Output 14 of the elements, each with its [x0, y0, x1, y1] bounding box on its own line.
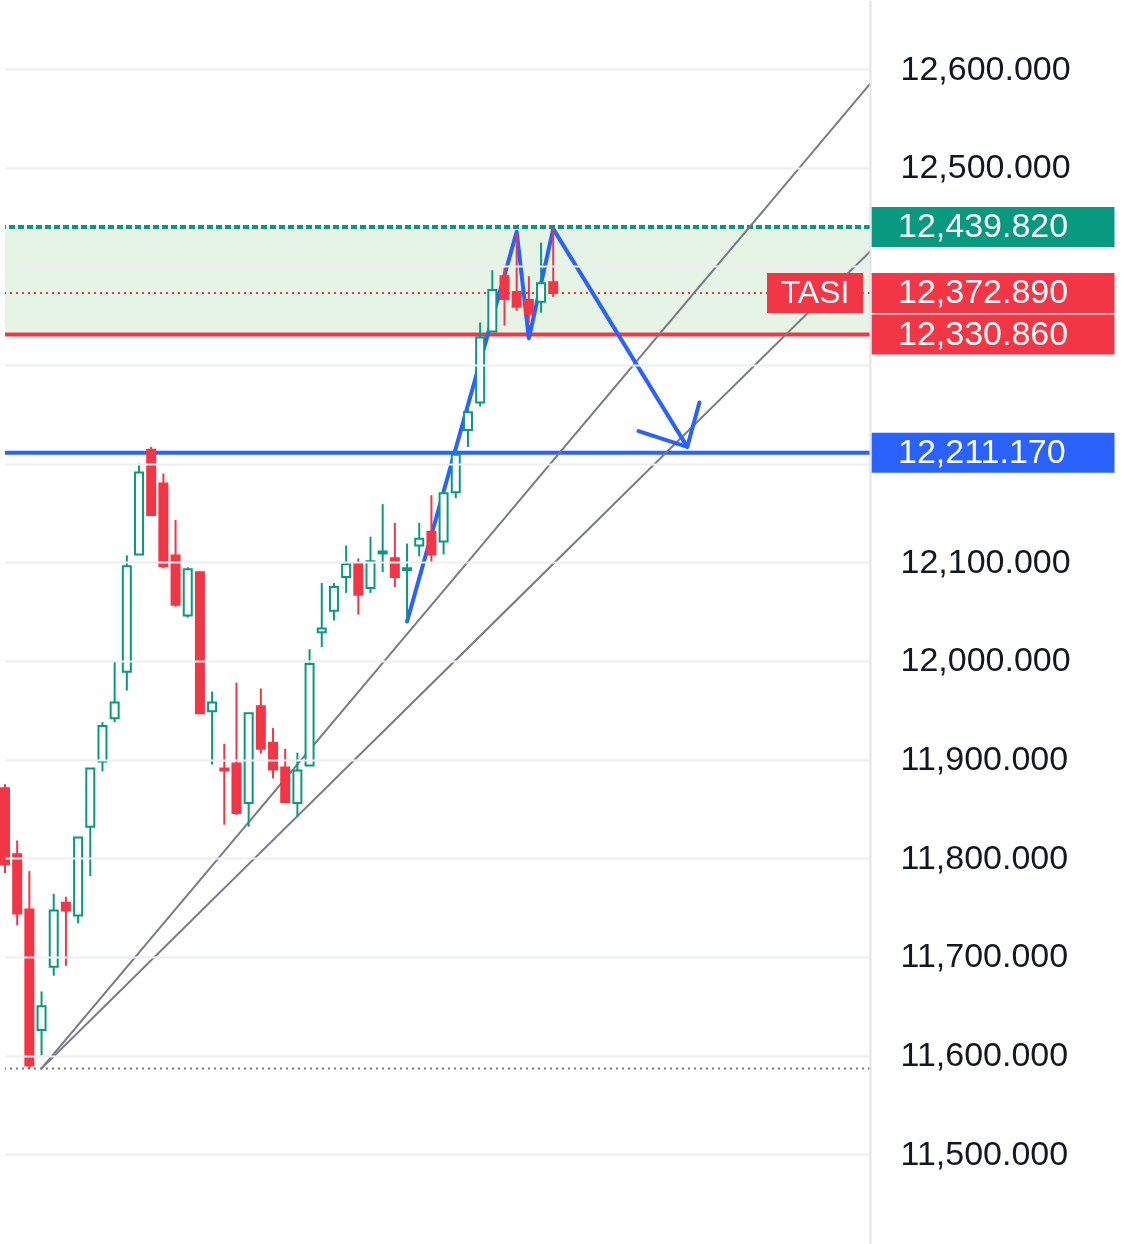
ref-line-label: 12,211.170	[898, 431, 1066, 470]
y-tick-label: 11,600.000	[900, 1035, 1069, 1074]
y-tick-label: 12,000.000	[900, 640, 1071, 679]
ref-line-label: 12,372.890	[898, 272, 1069, 311]
annotation: TASI	[780, 274, 850, 311]
y-tick-label: 11,800.000	[900, 837, 1069, 876]
y-tick-label: 12,500.000	[900, 147, 1071, 186]
y-tick-label: 11,700.000	[900, 936, 1069, 975]
ref-line-label: 12,439.820	[898, 206, 1069, 245]
y-tick-label: 11,900.000	[900, 739, 1069, 778]
ref-line-label: 12,330.860	[898, 313, 1069, 352]
y-tick-label: 11,500.000	[900, 1133, 1069, 1172]
y-tick-label: 12,600.000	[900, 48, 1071, 87]
y-tick-label: 12,100.000	[900, 541, 1071, 580]
